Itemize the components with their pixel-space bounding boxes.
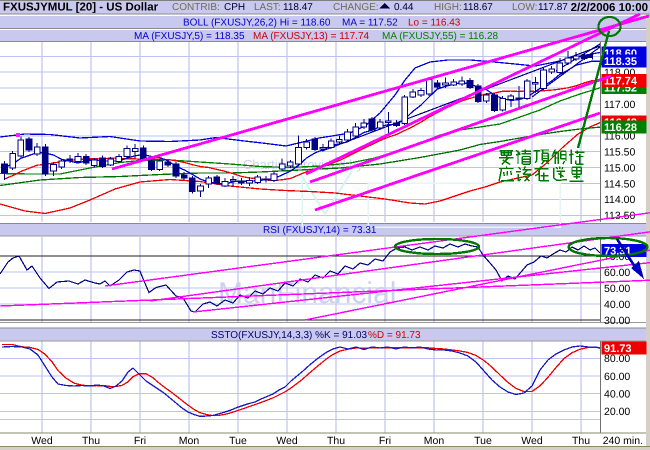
svg-text:MA (FXUSJY,13) = 117.74: MA (FXUSJY,13) = 117.74	[253, 31, 370, 42]
svg-text:Lo = 116.43: Lo = 116.43	[408, 17, 461, 28]
svg-text:FXUSJYMUL [20] - US Dollar: FXUSJYMUL [20] - US Dollar	[3, 2, 159, 14]
svg-text:MA (FXUSJY,55) = 116.28: MA (FXUSJY,55) = 116.28	[382, 31, 499, 42]
svg-text:Thu: Thu	[82, 435, 100, 447]
svg-text:91.73: 91.73	[604, 343, 632, 355]
svg-text:117.87: 117.87	[538, 2, 568, 13]
svg-text:30.00: 30.00	[604, 315, 630, 327]
svg-text:%D = 91.73: %D = 91.73	[368, 330, 421, 341]
svg-text:LAST:: LAST:	[254, 2, 281, 13]
svg-text:50.00: 50.00	[604, 283, 630, 295]
svg-text:118.35: 118.35	[604, 56, 637, 68]
svg-text:Fri: Fri	[134, 435, 146, 447]
svg-text:60.00: 60.00	[604, 267, 630, 279]
svg-text:Thu: Thu	[327, 435, 345, 447]
svg-text:2/2/2006 10:00: 2/2/2006 10:00	[571, 2, 648, 14]
svg-text:40.00: 40.00	[604, 389, 630, 401]
svg-text:Wed: Wed	[521, 435, 543, 447]
svg-text:116.00: 116.00	[604, 131, 635, 143]
svg-text:BOLL (FXUSJY,26,2) Hi = 118.60: BOLL (FXUSJY,26,2) Hi = 118.60	[183, 17, 331, 28]
svg-text:80.00: 80.00	[604, 353, 630, 365]
svg-text:HIGH:: HIGH:	[434, 2, 462, 13]
svg-text:115.00: 115.00	[604, 162, 635, 174]
svg-text:118.67: 118.67	[463, 2, 493, 13]
svg-text:RSI (FXUSJY,14) = 73.31: RSI (FXUSJY,14) = 73.31	[263, 225, 377, 236]
svg-text:SSTO(FXUSJY,14,3,3) %K = 91.03: SSTO(FXUSJY,14,3,3) %K = 91.03	[211, 330, 368, 341]
svg-text:Tue: Tue	[229, 435, 247, 447]
svg-text:LOW:: LOW:	[512, 2, 537, 13]
svg-text:60.00: 60.00	[604, 371, 630, 383]
svg-text:40.00: 40.00	[604, 299, 630, 311]
svg-text:CHANGE:: CHANGE:	[333, 2, 379, 13]
svg-text:116.28: 116.28	[604, 122, 637, 134]
svg-text:CONTRIB:: CONTRIB:	[172, 2, 220, 13]
svg-text:CPH: CPH	[224, 2, 245, 13]
svg-text:MA = 117.52: MA = 117.52	[342, 17, 398, 28]
svg-text:Tue: Tue	[474, 435, 492, 447]
svg-text:117.00: 117.00	[604, 99, 635, 111]
svg-text:118.47: 118.47	[283, 2, 313, 13]
svg-text:20.00: 20.00	[604, 406, 630, 418]
svg-text:114.50: 114.50	[604, 178, 635, 190]
svg-text:115.50: 115.50	[604, 147, 635, 159]
svg-text:0.44: 0.44	[394, 2, 414, 13]
svg-text:114.00: 114.00	[604, 194, 635, 206]
svg-text:117.74: 117.74	[604, 76, 638, 88]
svg-text:Mon: Mon	[424, 435, 445, 447]
svg-text:Mon: Mon	[179, 435, 200, 447]
svg-text:Wed: Wed	[276, 435, 298, 447]
svg-text:MA (FXUSJY,5) = 118.35: MA (FXUSJY,5) = 118.35	[134, 31, 245, 42]
svg-text:113.50: 113.50	[604, 210, 635, 222]
svg-text:240 min.: 240 min.	[603, 435, 643, 447]
svg-text:Thu: Thu	[572, 435, 590, 447]
svg-text:Wed: Wed	[31, 435, 53, 447]
svg-text:Fri: Fri	[379, 435, 391, 447]
